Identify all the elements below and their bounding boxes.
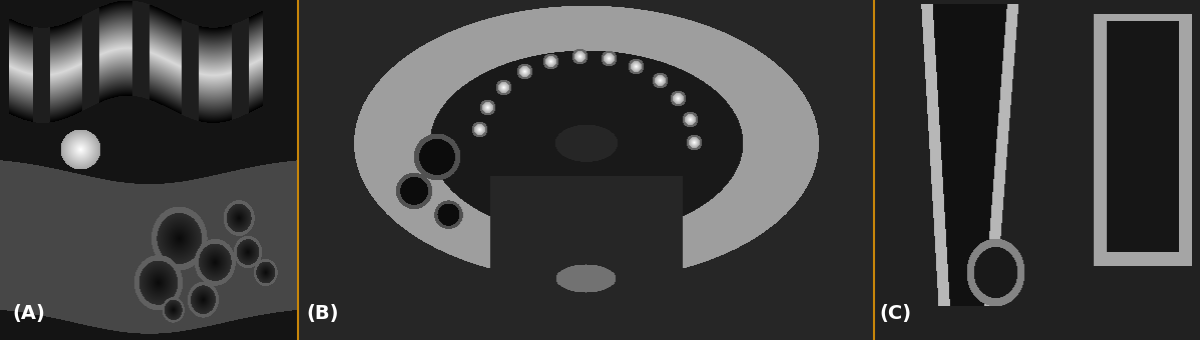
- Text: (A): (A): [12, 304, 44, 323]
- Text: (C): (C): [880, 304, 912, 323]
- Text: (B): (B): [306, 304, 338, 323]
